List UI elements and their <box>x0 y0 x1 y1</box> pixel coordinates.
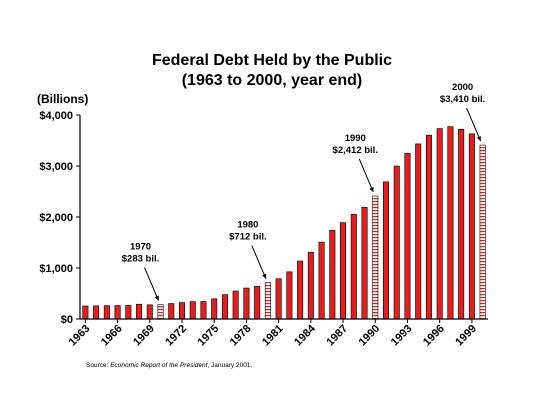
bar-1974 <box>200 301 207 320</box>
bar-1971 <box>168 303 175 320</box>
bar-1972 <box>179 302 186 320</box>
x-tick-label: 1966 <box>99 323 125 349</box>
x-tick-label: 1978 <box>228 323 254 349</box>
bar-1998 <box>458 128 465 320</box>
annotation-arrowhead <box>154 295 159 301</box>
annotation-year: 2000 <box>452 82 473 93</box>
y-tick-label: $3,000 <box>39 161 73 173</box>
y-tick-label: $0 <box>61 314 73 326</box>
bar-highlighted-1990 <box>372 195 379 320</box>
x-tick-label: 1987 <box>324 323 350 349</box>
annotation-value: $283 bil. <box>122 254 160 265</box>
bar-1987 <box>340 222 347 320</box>
annotation-arrowhead <box>262 273 267 279</box>
chart-subtitle: (1963 to 2000, year end) <box>181 72 363 89</box>
bar-1967 <box>125 305 132 320</box>
bar-1983 <box>297 260 304 320</box>
annotation-value: $712 bil. <box>229 232 267 243</box>
bar-1995 <box>425 134 432 320</box>
bar-highlighted-1980 <box>264 282 271 320</box>
annotation-year: 1990 <box>345 133 366 144</box>
bar-1984 <box>307 252 314 320</box>
bar-1996 <box>436 128 443 320</box>
annotation-arrow <box>358 158 374 193</box>
x-tick-label: 1984 <box>292 322 318 348</box>
annotation-arrowhead <box>369 187 374 192</box>
bar-1968 <box>136 303 143 320</box>
bar-1973 <box>189 301 196 320</box>
x-tick-label: 1990 <box>357 323 383 349</box>
bar-1985 <box>318 241 325 320</box>
x-tick-label: 1996 <box>421 323 447 349</box>
y-tick-label: $4,000 <box>39 110 73 122</box>
bar-1975 <box>211 298 218 320</box>
bar-1969 <box>146 304 153 320</box>
bar-1989 <box>361 206 368 320</box>
bar-1986 <box>329 229 336 320</box>
bar-1982 <box>286 271 293 320</box>
annotation-arrow <box>466 107 482 142</box>
source-note: Source: Economic Report of the President… <box>86 362 253 369</box>
bar-1991 <box>382 181 389 320</box>
y-tick-label: $1,000 <box>39 263 73 275</box>
annotation-year: 1980 <box>237 220 258 231</box>
bar-1988 <box>350 214 357 320</box>
x-tick-label: 1963 <box>67 323 93 349</box>
bar-1992 <box>393 165 400 320</box>
bar-1978 <box>243 287 250 320</box>
x-tick-label: 1999 <box>453 323 479 349</box>
y-axis-label: (Billions) <box>37 92 88 106</box>
x-tick-label: 1975 <box>196 323 222 349</box>
annotation-arrow <box>251 245 267 279</box>
annotation-value: $2,412 bil. <box>333 145 378 156</box>
bar-1979 <box>254 286 261 320</box>
x-tick-label: 1972 <box>163 323 189 349</box>
bar-1993 <box>404 153 411 320</box>
bar-1977 <box>232 290 239 320</box>
annotation-value: $3,410 bil. <box>440 94 485 105</box>
chart-title: Federal Debt Held by the Public <box>151 52 393 69</box>
bar-1981 <box>275 278 282 320</box>
bar-1965 <box>103 305 110 320</box>
annotation-year: 1970 <box>130 242 151 253</box>
bar-highlighted-2000 <box>479 144 486 320</box>
bar-1963 <box>82 305 89 320</box>
bar-highlighted-1970 <box>157 304 164 320</box>
bar-1966 <box>114 305 121 320</box>
y-tick-label: $2,000 <box>39 212 73 224</box>
x-tick-label: 1981 <box>260 323 286 349</box>
bar-1994 <box>415 143 422 320</box>
bar-1976 <box>221 294 228 320</box>
x-tick-label: 1969 <box>131 323 157 349</box>
bar-1997 <box>447 126 454 320</box>
bar-1964 <box>93 305 100 320</box>
annotation-arrow <box>144 267 159 301</box>
bar-1999 <box>468 133 475 320</box>
annotation-arrowhead <box>476 136 481 142</box>
x-tick-label: 1993 <box>389 323 415 349</box>
